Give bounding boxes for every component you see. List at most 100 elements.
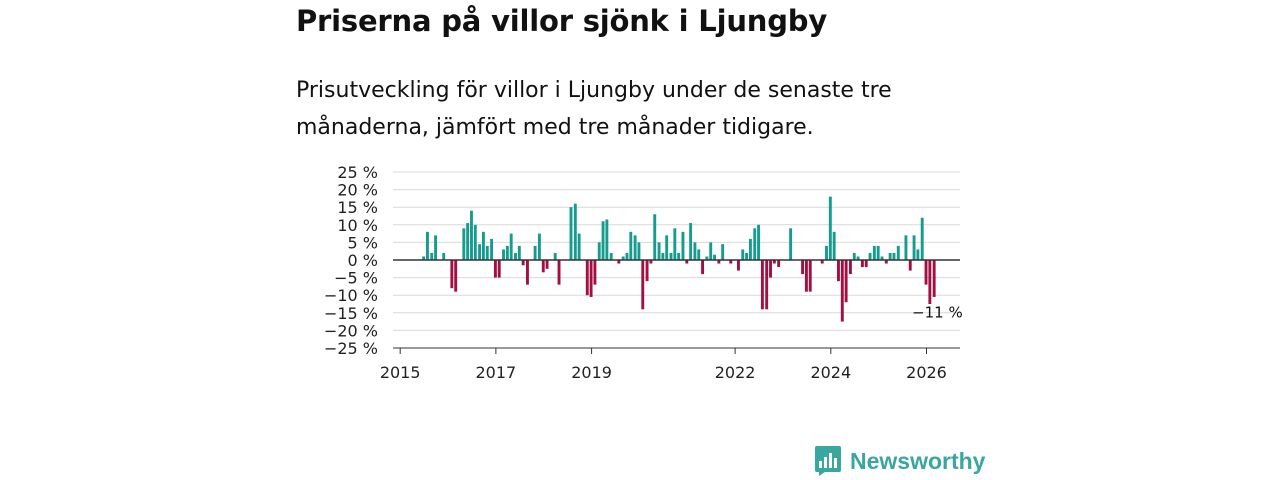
bar xyxy=(478,244,482,260)
chart-subtitle: Prisutveckling för villor i Ljungby unde… xyxy=(296,78,892,140)
bar xyxy=(617,260,621,264)
bar xyxy=(661,252,665,260)
bar xyxy=(553,252,557,260)
bar xyxy=(545,260,549,269)
bar xyxy=(789,228,793,260)
bar xyxy=(757,224,761,260)
page-title: Priserna på villor sjönk i Ljungby xyxy=(296,4,828,38)
bar xyxy=(701,260,705,275)
bar xyxy=(585,260,589,296)
tick-labels: 25 %20 %15 %10 %5 %0 %−5 %−10 %−15 %−20 … xyxy=(324,163,963,382)
bar xyxy=(521,260,525,266)
bar xyxy=(593,260,597,285)
bar xyxy=(760,260,764,310)
y-tick-label: 20 % xyxy=(337,181,378,200)
bars xyxy=(422,196,936,322)
bar xyxy=(904,235,908,260)
bar xyxy=(864,260,868,268)
bar xyxy=(852,252,856,260)
x-tick-label: 2024 xyxy=(810,363,851,382)
bar xyxy=(557,260,561,285)
x-tick-label: 2015 xyxy=(380,363,421,382)
bar xyxy=(717,260,721,264)
bar xyxy=(896,245,900,260)
bar xyxy=(872,245,876,260)
y-tick-label: −5 % xyxy=(334,269,378,288)
bar xyxy=(729,260,733,264)
y-tick-label: −20 % xyxy=(324,321,378,340)
bar xyxy=(422,256,426,260)
bar xyxy=(526,260,529,285)
bar xyxy=(820,260,824,264)
bar xyxy=(753,228,757,260)
bar xyxy=(470,210,473,260)
bar xyxy=(541,260,545,273)
bar xyxy=(868,252,872,260)
bar xyxy=(466,223,470,260)
bar xyxy=(709,242,713,260)
bar xyxy=(916,249,920,260)
bar xyxy=(569,207,573,260)
bar xyxy=(801,260,805,275)
bar xyxy=(497,260,501,278)
bar xyxy=(669,252,673,260)
bar xyxy=(454,260,458,292)
bar xyxy=(641,260,645,310)
bar xyxy=(597,242,601,260)
annotation-label: −11 % xyxy=(912,304,963,322)
x-tick-label: 2026 xyxy=(906,363,947,382)
newsworthy-logo-icon xyxy=(815,446,841,476)
bar xyxy=(769,260,772,278)
y-tick-label: 15 % xyxy=(337,198,378,217)
bar xyxy=(721,244,725,260)
bar xyxy=(589,260,593,297)
bar xyxy=(920,217,924,260)
x-tick-label: 2022 xyxy=(715,363,756,382)
bar xyxy=(748,238,752,260)
x-tick-label: 2019 xyxy=(571,363,612,382)
brand-name: Newsworthy xyxy=(850,447,986,474)
bar xyxy=(609,252,613,260)
bar xyxy=(876,245,880,260)
y-tick-label: −25 % xyxy=(324,339,378,358)
bar xyxy=(908,260,912,271)
bar xyxy=(928,260,932,304)
bar xyxy=(430,252,434,260)
bar xyxy=(502,249,505,260)
bar xyxy=(932,260,936,297)
axes xyxy=(393,259,960,354)
bar xyxy=(434,235,438,260)
bar xyxy=(772,260,776,264)
y-tick-label: 5 % xyxy=(348,233,378,252)
bar xyxy=(689,223,693,260)
bar xyxy=(649,260,653,264)
bar xyxy=(481,231,485,260)
bar xyxy=(705,256,709,260)
bar xyxy=(509,233,513,260)
bar xyxy=(677,252,681,260)
bar xyxy=(645,260,649,282)
bar xyxy=(737,260,740,271)
bar xyxy=(840,260,844,322)
y-tick-label: 0 % xyxy=(348,251,378,270)
bar xyxy=(665,235,669,260)
bar xyxy=(741,249,745,260)
bar xyxy=(837,260,840,282)
bar xyxy=(637,242,641,260)
bar xyxy=(517,245,521,260)
bar xyxy=(808,260,812,292)
bar xyxy=(765,260,769,310)
bar xyxy=(673,228,677,260)
y-tick-label: −10 % xyxy=(324,286,378,305)
bar xyxy=(924,260,928,285)
bar xyxy=(625,252,629,260)
bar xyxy=(832,231,836,260)
bar xyxy=(577,233,581,260)
x-tick-label: 2017 xyxy=(476,363,517,382)
bar xyxy=(912,235,916,260)
bar xyxy=(713,254,716,260)
bar xyxy=(856,256,860,260)
bar xyxy=(777,260,781,268)
bar xyxy=(473,224,477,260)
bar xyxy=(505,245,509,260)
